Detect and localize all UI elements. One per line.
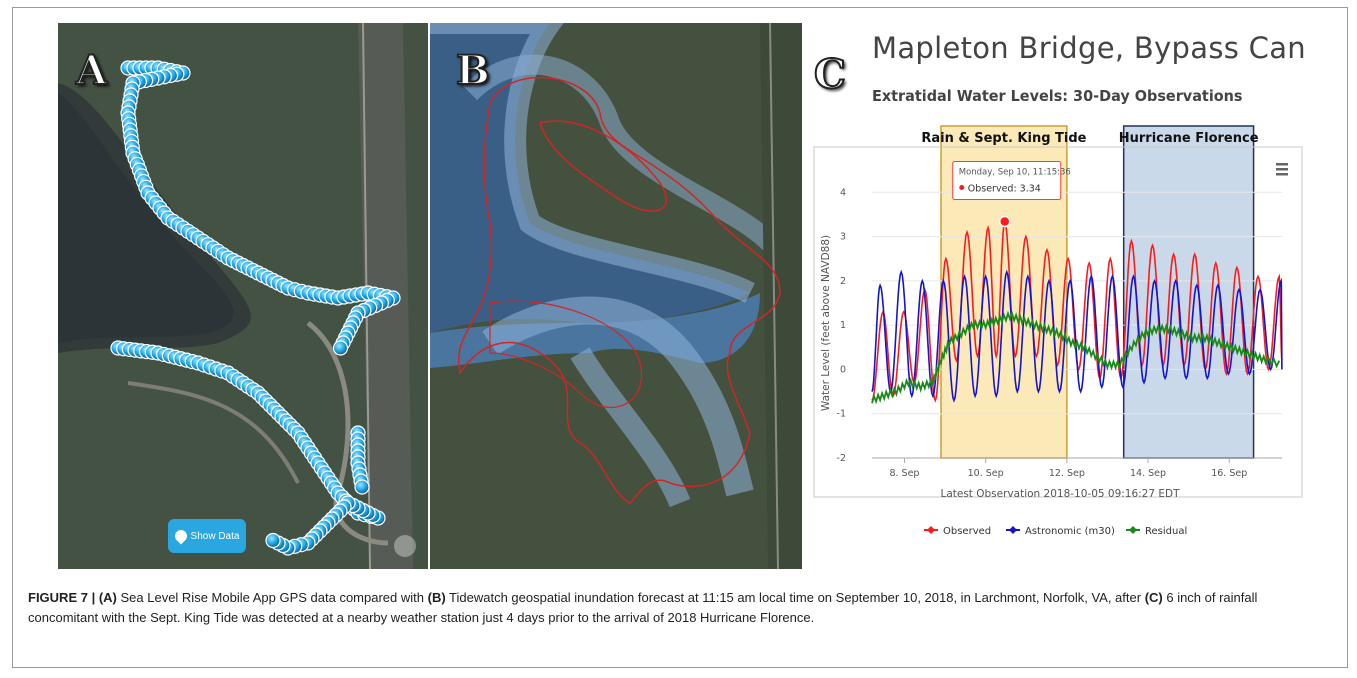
show-data-button[interactable]: Show Data [168, 519, 246, 553]
chart-series [871, 218, 1283, 405]
show-data-label: Show Data [190, 530, 240, 542]
chart-subtitle: Extratidal Water Levels: 30-Day Observat… [872, 87, 1243, 105]
forecast-boundary [458, 76, 781, 504]
chart-menu-icon[interactable] [1276, 163, 1288, 176]
caption-figure-label: FIGURE 7 | [28, 590, 96, 605]
panel-b-label: B [455, 46, 491, 95]
caption-c-ref: (C) [1144, 590, 1163, 605]
panel-b-inundation-map: B [430, 23, 802, 569]
gps-point [265, 532, 281, 549]
legend-marker-2 [1129, 526, 1137, 534]
caption-text-1: Sea Level Rise Mobile App GPS data compa… [116, 590, 428, 605]
x-tick-label: 16. Sep [1211, 468, 1247, 479]
band-label-1: Hurricane Florence [1119, 131, 1259, 146]
band-label-0: Rain & Sept. King Tide [921, 131, 1086, 146]
y-axis-label: Water Level (feet above NAVD88) [820, 235, 832, 411]
caption-text-3: 6 inch of rainfall concomitant with the … [28, 590, 1258, 625]
x-tick-label: 8. Sep [889, 468, 919, 479]
figure-panels: A Show Data B C Mapleton Bridge, Bypass … [58, 23, 1304, 569]
y-tick-label: 0 [840, 364, 846, 375]
chart-legend: Observed Astronomic (m30) Residual [924, 526, 1187, 537]
caption-a-ref: (A) [98, 590, 117, 605]
plot-frame [813, 146, 1303, 498]
panel-a-label: A [75, 46, 108, 95]
tooltip-bullet [959, 185, 965, 191]
chart-title: Mapleton Bridge, Bypass Canal [872, 31, 1304, 65]
legend-item-0[interactable]: Observed [943, 526, 991, 537]
map-pin-icon [172, 527, 190, 545]
satellite-image-b [430, 23, 802, 569]
satellite-image-a [58, 23, 428, 569]
legend-item-1[interactable]: Astronomic (m30) [1025, 526, 1115, 537]
water-level-chart: Rain & Sept. King Tide Hurricane Florence… [813, 125, 1303, 537]
legend-item-2[interactable]: Residual [1145, 526, 1187, 537]
series-line-1 [871, 269, 1283, 403]
x-tick-label: 14. Sep [1130, 468, 1166, 479]
x-tick-label: 12. Sep [1049, 468, 1085, 479]
chart-ticks: -2 -1 0 1 2 3 4 8. Sep 10. Sep 12. Sep 14. Sep 16. … [837, 187, 1282, 479]
gps-point [332, 340, 349, 356]
y-tick-label: -1 [837, 409, 846, 420]
y-tick-label: -2 [837, 453, 846, 464]
location-arrow-icon[interactable] [394, 535, 416, 557]
tooltip-box [952, 161, 1062, 201]
figure-caption: FIGURE 7 | (A) Sea Level Rise Mobile App… [28, 588, 1328, 628]
gps-points [110, 60, 401, 556]
tooltip-point [998, 215, 1011, 228]
y-tick-label: 4 [840, 187, 846, 198]
data-tooltip: Monday, Sep 10, 11:15:36 Observed: 3.34 [952, 161, 1071, 228]
legend-marker-1 [1009, 526, 1017, 534]
tooltip-header: Monday, Sep 10, 11:15:36 [959, 168, 1071, 178]
y-tick-label: 1 [840, 320, 846, 331]
x-axis-label: Latest Observation 2018-10-05 09:16:27 E… [940, 488, 1180, 500]
y-tick-label: 2 [840, 276, 846, 287]
caption-text-2: Tidewatch geospatial inundation forecast… [445, 590, 1145, 605]
caption-b-ref: (B) [427, 590, 446, 605]
panel-c-chart: C Mapleton Bridge, Bypass Canal Extratid… [810, 23, 1304, 569]
gps-point [354, 479, 370, 495]
panel-a-gps-map: A Show Data [58, 23, 428, 569]
x-tick-label: 10. Sep [968, 468, 1004, 479]
legend-marker-0 [927, 526, 935, 534]
y-tick-label: 3 [840, 232, 846, 243]
series-line-2 [871, 310, 1281, 405]
tooltip-value: Observed: 3.34 [968, 184, 1041, 195]
panel-c-label: C [813, 50, 847, 99]
